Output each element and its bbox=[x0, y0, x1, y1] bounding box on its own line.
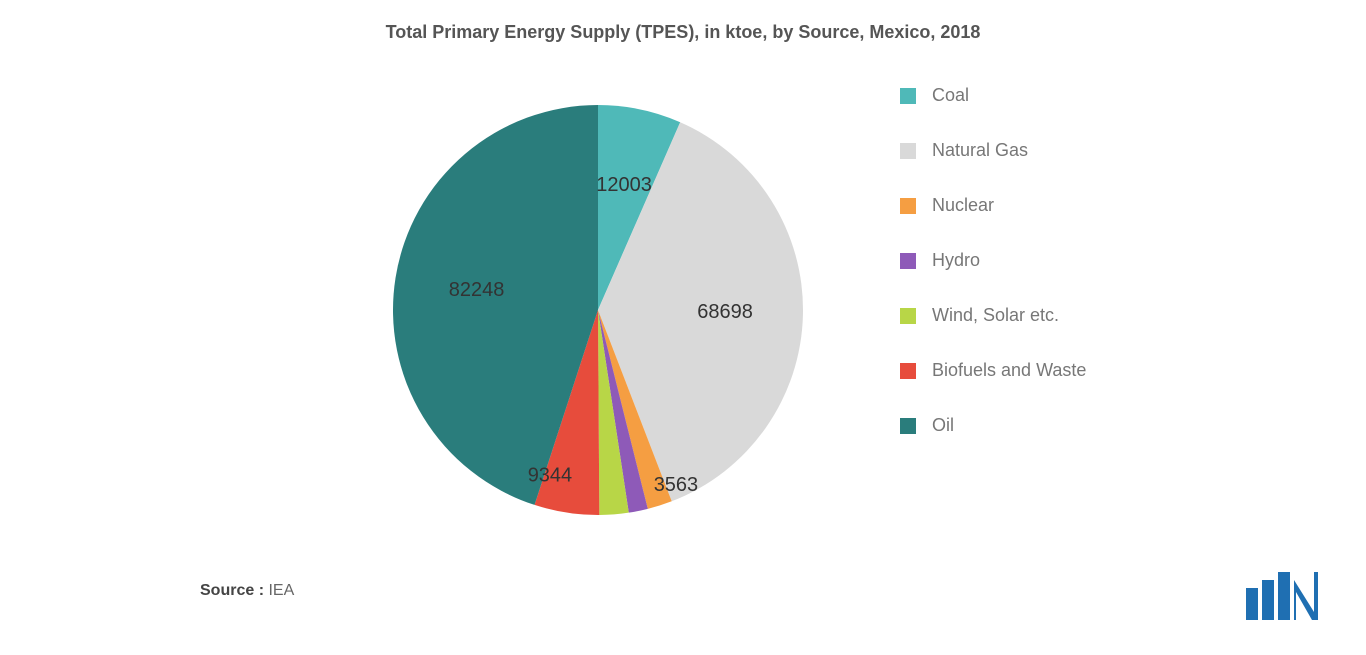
legend-swatch bbox=[900, 143, 916, 159]
brand-logo bbox=[1246, 572, 1318, 620]
legend-swatch bbox=[900, 363, 916, 379]
chart-area: 12003 68698 3563 9344 82248 Coal Natural Gas N… bbox=[0, 75, 1366, 535]
slice-value-label: 3563 bbox=[654, 474, 699, 496]
slice-value-label: 12003 bbox=[596, 174, 652, 196]
slice-value-label: 9344 bbox=[528, 464, 573, 486]
slice-value-label: 68698 bbox=[697, 301, 753, 323]
source-value: IEA bbox=[268, 582, 294, 599]
legend-label: Coal bbox=[932, 85, 969, 106]
legend-label: Biofuels and Waste bbox=[932, 360, 1086, 381]
legend-label: Natural Gas bbox=[932, 140, 1028, 161]
legend-label: Nuclear bbox=[932, 195, 994, 216]
legend-label: Oil bbox=[932, 415, 954, 436]
chart-title: Total Primary Energy Supply (TPES), in k… bbox=[0, 0, 1366, 43]
legend-swatch bbox=[900, 418, 916, 434]
legend: Coal Natural Gas Nuclear Hydro Wind, Solar e… bbox=[900, 85, 1086, 470]
legend-swatch bbox=[900, 308, 916, 324]
source-citation: Source : IEA bbox=[200, 582, 294, 600]
legend-item: Nuclear bbox=[900, 195, 1086, 216]
legend-item: Oil bbox=[900, 415, 1086, 436]
legend-item: Coal bbox=[900, 85, 1086, 106]
legend-swatch bbox=[900, 198, 916, 214]
legend-item: Hydro bbox=[900, 250, 1086, 271]
source-label: Source : bbox=[200, 582, 264, 599]
slice-value-label: 82248 bbox=[449, 279, 505, 301]
pie-chart: 12003 68698 3563 9344 82248 bbox=[388, 100, 808, 520]
legend-item: Biofuels and Waste bbox=[900, 360, 1086, 381]
legend-label: Hydro bbox=[932, 250, 980, 271]
legend-swatch bbox=[900, 88, 916, 104]
legend-item: Wind, Solar etc. bbox=[900, 305, 1086, 326]
legend-label: Wind, Solar etc. bbox=[932, 305, 1059, 326]
legend-item: Natural Gas bbox=[900, 140, 1086, 161]
legend-swatch bbox=[900, 253, 916, 269]
pie-svg: 12003 68698 3563 9344 82248 bbox=[388, 100, 808, 520]
